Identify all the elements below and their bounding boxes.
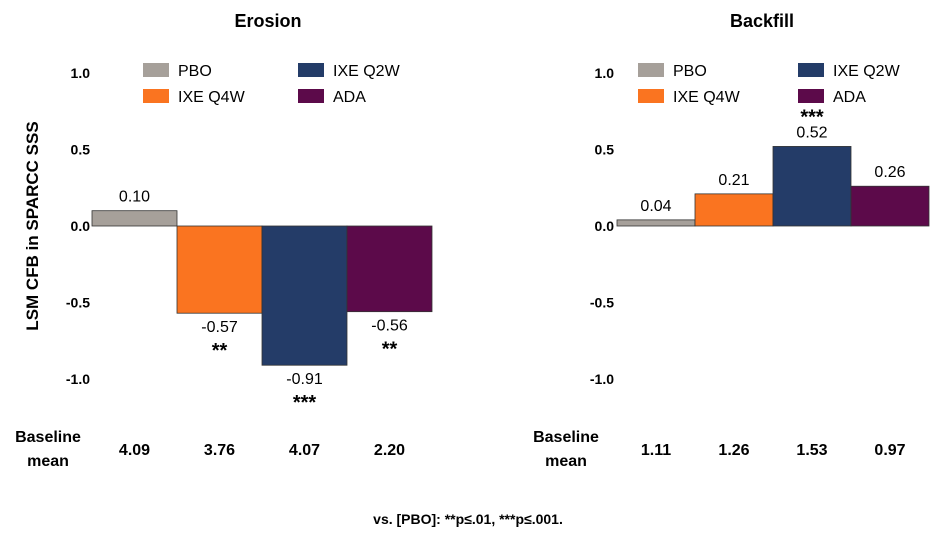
backfill-bar-ada <box>850 185 930 227</box>
backfill-legend-swatch-ada <box>798 89 824 103</box>
backfill-value-label-0: 0.04 <box>640 198 671 215</box>
erosion-baseline-mean-1: 3.76 <box>204 442 235 459</box>
backfill-baseline-label-line1: Baseline <box>533 429 599 446</box>
erosion-legend-swatch-pbo <box>143 63 169 77</box>
erosion-value-label-3: -0.56 <box>371 318 408 335</box>
backfill-ytick-0: 1.0 <box>595 65 615 81</box>
erosion-ytick-4: -1.0 <box>66 371 90 387</box>
erosion-ytick-3: -0.5 <box>66 295 90 311</box>
backfill-baseline-mean-3: 0.97 <box>874 442 905 459</box>
erosion-legend-swatch-ixe-q2w <box>298 63 324 77</box>
backfill-baseline-mean-1: 1.26 <box>718 442 749 459</box>
backfill-bar-pbo <box>616 219 696 227</box>
erosion-significance-1: ** <box>212 340 228 362</box>
backfill-legend-swatch-ixe-q4w <box>638 89 664 103</box>
erosion-significance-2: *** <box>293 392 317 414</box>
erosion-baseline-mean-0: 4.09 <box>119 442 150 459</box>
backfill-ytick-1: 0.5 <box>595 142 615 158</box>
erosion-bar-ixe-q4w <box>176 225 263 314</box>
erosion-legend-label-pbo: PBO <box>178 63 212 80</box>
backfill-ytick-2: 0.0 <box>595 218 615 234</box>
erosion-baseline-label-line2: mean <box>27 453 69 470</box>
backfill-legend-label-ixe-q2w: IXE Q2W <box>833 63 901 80</box>
erosion-value-label-2: -0.91 <box>286 371 323 388</box>
backfill-baseline-mean-0: 1.11 <box>641 442 671 459</box>
backfill-value-label-3: 0.26 <box>874 164 905 181</box>
backfill-baseline-mean-2: 1.53 <box>796 442 827 459</box>
backfill-value-label-2: 0.52 <box>796 124 827 141</box>
erosion-legend-label-ixe-q2w: IXE Q2W <box>333 63 401 80</box>
backfill-bar-ixe-q2w <box>772 146 852 227</box>
backfill-significance-2: *** <box>800 106 824 128</box>
backfill-legend-label-ada: ADA <box>833 89 866 106</box>
erosion-legend-swatch-ada <box>298 89 324 103</box>
backfill-legend-label-ixe-q4w: IXE Q4W <box>673 89 741 106</box>
erosion-ytick-0: 1.0 <box>71 65 91 81</box>
erosion-bar-ixe-q2w <box>261 225 348 366</box>
backfill-legend-swatch-pbo <box>638 63 664 77</box>
erosion-bar-ada <box>346 225 433 313</box>
erosion-legend-swatch-ixe-q4w <box>143 89 169 103</box>
backfill-title: Backfill <box>730 11 794 31</box>
backfill-legend-label-pbo: PBO <box>673 63 707 80</box>
backfill-bar-ixe-q4w <box>694 193 774 227</box>
erosion-baseline-label-line1: Baseline <box>15 429 81 446</box>
erosion-legend-label-ixe-q4w: IXE Q4W <box>178 89 246 106</box>
erosion-legend-label-ada: ADA <box>333 89 366 106</box>
erosion-baseline-mean-3: 2.20 <box>374 442 405 459</box>
y-axis-label: LSM CFB in SPARCC SSS <box>23 121 42 330</box>
footnote: vs. [PBO]: **p≤.01, ***p≤.001. <box>373 511 563 527</box>
backfill-legend-swatch-ixe-q2w <box>798 63 824 77</box>
backfill-value-label-1: 0.21 <box>718 172 749 189</box>
erosion-significance-3: ** <box>382 339 398 361</box>
erosion-value-label-1: -0.57 <box>201 319 238 336</box>
erosion-ytick-1: 0.5 <box>71 142 91 158</box>
erosion-value-label-0: 0.10 <box>119 189 150 206</box>
erosion-ytick-2: 0.0 <box>71 218 91 234</box>
erosion-bar-pbo <box>91 210 178 227</box>
erosion-title: Erosion <box>234 11 301 31</box>
backfill-baseline-label-line2: mean <box>545 453 587 470</box>
backfill-ytick-3: -0.5 <box>590 295 614 311</box>
backfill-ytick-4: -1.0 <box>590 371 614 387</box>
erosion-baseline-mean-2: 4.07 <box>289 442 320 459</box>
